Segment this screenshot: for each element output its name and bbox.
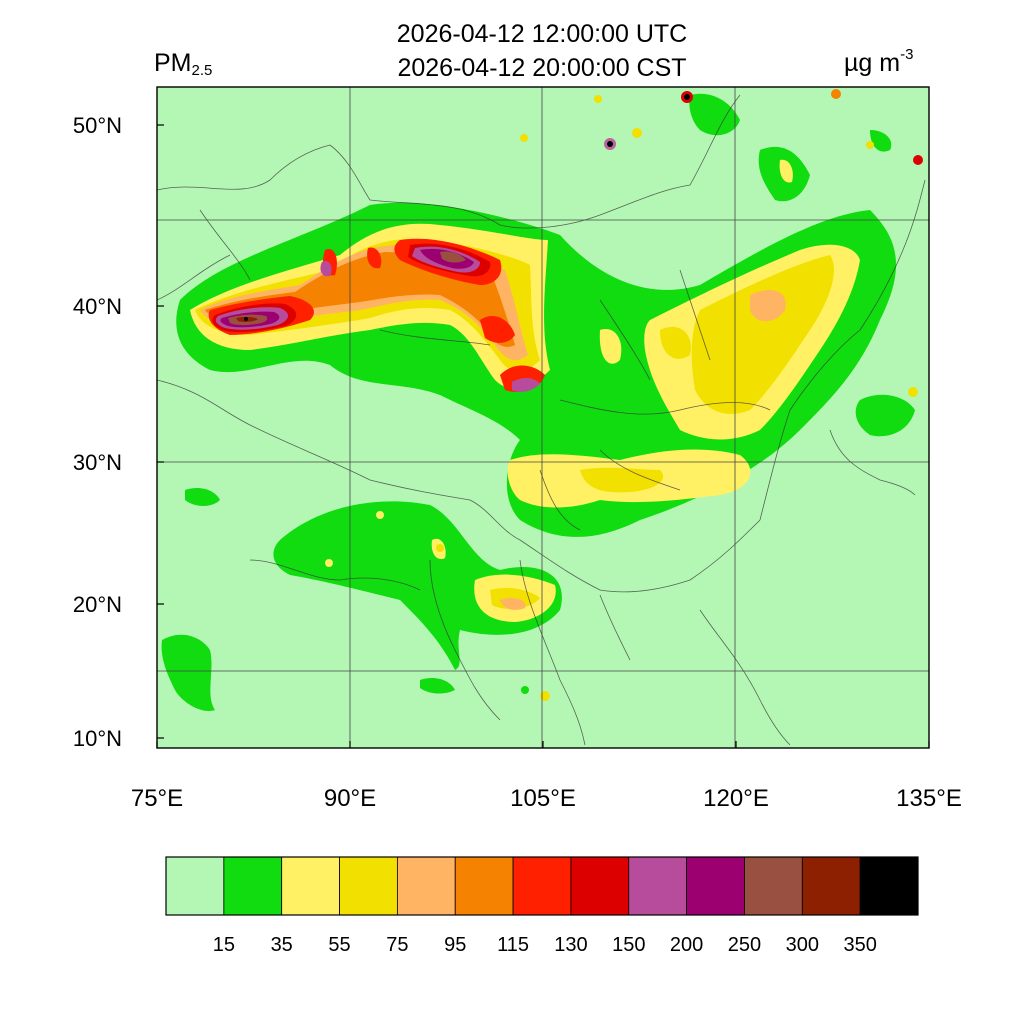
map-panel [157, 87, 929, 748]
colorbar-swatch [512, 856, 572, 916]
variable-label: PM2.5 [154, 49, 212, 79]
units-label: µg m-3 [844, 46, 913, 77]
lat-tick-label: 50°N [73, 113, 122, 138]
latitude-axis: 10°N 20°N 30°N 40°N 50°N [73, 113, 164, 751]
colorbar-label: 150 [612, 934, 645, 956]
lat-tick-label: 20°N [73, 592, 122, 617]
colorbar-swatch [801, 856, 861, 916]
colorbar-swatch [281, 856, 340, 916]
lon-tick-label: 135°E [896, 785, 962, 812]
colorbar-label: 15 [213, 934, 235, 956]
lat-tick-label: 10°N [73, 726, 122, 751]
boundary-lines [157, 94, 926, 746]
colorbar-swatch [223, 856, 283, 916]
colorbar-label: 75 [386, 934, 408, 956]
lon-tick-label: 75°E [131, 785, 183, 812]
colorbar-swatch [339, 856, 398, 916]
title-local: 2026-04-12 20:00:00 CST [397, 54, 686, 82]
colorbar-swatch [744, 856, 803, 916]
colorbar-swatch [859, 856, 919, 916]
lon-tick-label: 105°E [510, 785, 576, 812]
lon-tick-label: 120°E [703, 785, 769, 812]
colorbar-swatch [628, 856, 688, 916]
lat-tick-label: 40°N [73, 294, 122, 319]
grid-lines [157, 87, 929, 748]
colorbar-swatch [165, 856, 225, 916]
colorbar-label: 300 [786, 934, 819, 956]
colorbar-label: 130 [554, 934, 587, 956]
colorbar-label: 95 [444, 934, 466, 956]
colorbar-label: 200 [670, 934, 703, 956]
colorbar-label: 35 [271, 934, 293, 956]
longitude-axis: 75°E 90°E 105°E 120°E 135°E [131, 741, 962, 812]
colorbar-label: 250 [728, 934, 761, 956]
colorbar-swatch [396, 856, 456, 916]
pm25-contours [161, 89, 923, 711]
colorbar-label: 55 [328, 934, 350, 956]
lat-tick-label: 30°N [73, 450, 122, 475]
colorbar-swatch [454, 856, 514, 916]
title-utc: 2026-04-12 12:00:00 UTC [397, 20, 687, 48]
colorbar-swatch [570, 856, 630, 916]
colorbar-label: 115 [497, 934, 529, 956]
colorbar: 15 35 55 75 95 115 130 150 200 250 300 350 [165, 856, 919, 956]
colorbar-swatch [686, 856, 745, 916]
colorbar-label: 350 [843, 934, 876, 956]
colorbar-frame [165, 856, 919, 916]
lon-tick-label: 90°E [324, 785, 376, 812]
